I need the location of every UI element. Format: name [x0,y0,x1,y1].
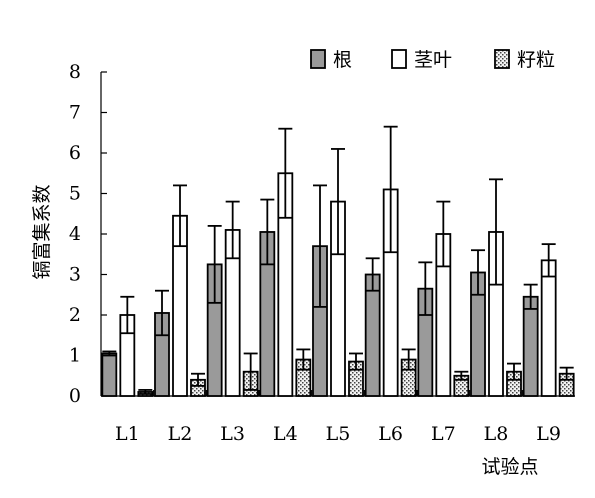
bar-1-l6 [364,273,381,397]
x-tick-label: L5 [326,423,351,445]
x-tick-label: L4 [273,423,298,445]
bar-2-l9 [540,259,557,397]
legend-swatch-2 [391,49,407,69]
y-tick-label: 5 [69,183,81,205]
bar-1-l9 [522,295,539,397]
y-axis-title: 镉富集系数 [31,184,53,279]
x-tick-label: L2 [168,423,193,445]
y-tick-label: 3 [69,264,81,286]
legend-label-1: 根 [333,49,352,71]
x-tick-label: L7 [431,423,456,445]
x-axis-title: 试验点 [481,456,538,478]
y-tick-label: 7 [69,102,81,124]
x-tick-label: L9 [536,423,561,445]
bar-1-l1 [101,352,118,397]
legend-label-2: 茎叶 [414,49,452,71]
y-tick-label: 4 [69,223,81,245]
x-tick-label: L1 [115,423,140,445]
legend-swatch-3 [494,49,510,69]
legend-swatch-1 [310,49,326,69]
y-tick-label: 2 [69,304,81,326]
y-tick-label: 8 [69,61,81,83]
legend-label-3: 籽粒 [517,49,555,71]
y-tick-label: 6 [69,142,81,164]
x-tick-label: L8 [484,423,509,445]
x-tick-label: L6 [378,423,403,445]
y-tick-label: 0 [69,385,81,407]
legend: 根 茎叶 籽粒 [310,49,555,71]
x-tick-label: L3 [220,423,245,445]
plot-area: 0 1 2 3 4 5 6 7 8 L1 L2 L3 L4 L5 L6 L7 L8 L9 [69,61,575,445]
y-tick-label: 1 [69,345,81,367]
